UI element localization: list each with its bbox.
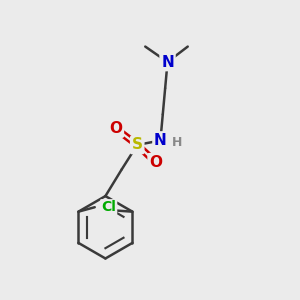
Text: F: F xyxy=(105,203,114,217)
Text: S: S xyxy=(132,137,143,152)
Text: O: O xyxy=(109,121,122,136)
Text: O: O xyxy=(149,155,162,170)
Text: Cl: Cl xyxy=(101,200,116,214)
Text: N: N xyxy=(154,133,167,148)
Text: N: N xyxy=(161,55,174,70)
Text: H: H xyxy=(172,136,182,149)
